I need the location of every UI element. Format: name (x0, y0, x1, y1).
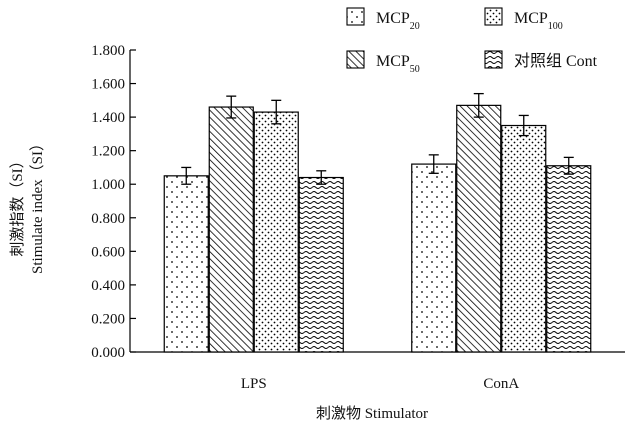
y-tick-label: 0.800 (91, 211, 125, 227)
legend-swatch (484, 50, 503, 69)
y-tick-label: 0.200 (91, 311, 125, 327)
legend-label: MCP20 (376, 10, 420, 32)
chart-axes: 0.000 0.200 0.400 0.600 0.800 1.000 1.200 1.400… (91, 43, 625, 392)
bar (456, 104, 502, 353)
y-tick-label: 0.400 (91, 278, 125, 294)
bars-group (163, 92, 592, 353)
bar (298, 176, 344, 353)
y-tick-label: 1.600 (91, 77, 125, 93)
legend-label: 对照组 Cont (514, 52, 598, 70)
legend-swatch (346, 7, 365, 26)
y-tick-label: 1.200 (91, 144, 125, 160)
bar (208, 106, 254, 353)
y-tick-label: 1.400 (91, 110, 125, 126)
x-tick-label: ConA (483, 376, 519, 392)
y-tick-label: 1.000 (91, 177, 125, 193)
y-axis-title-en: Stimulate index（SI） (29, 136, 46, 274)
legend-label: MCP100 (514, 10, 563, 32)
y-tick-label: 1.800 (91, 43, 125, 59)
bar (253, 111, 299, 353)
x-axis-title: 刺激物 Stimulator (316, 405, 428, 422)
y-tick-label: 0.000 (91, 345, 125, 361)
x-tick-label: LPS (241, 376, 267, 392)
bar (546, 165, 592, 353)
y-axis-title-cn: 刺激指数（SI） (9, 153, 26, 256)
legend-swatch (484, 7, 503, 26)
legend-label: MCP50 (376, 53, 420, 75)
chart-legend: MCP20 MCP100 MCP50 对照组 Cont (346, 7, 598, 75)
bar (501, 124, 547, 353)
legend-swatch (346, 50, 365, 69)
bar (411, 163, 457, 353)
y-tick-label: 0.600 (91, 244, 125, 260)
bar (163, 175, 209, 353)
